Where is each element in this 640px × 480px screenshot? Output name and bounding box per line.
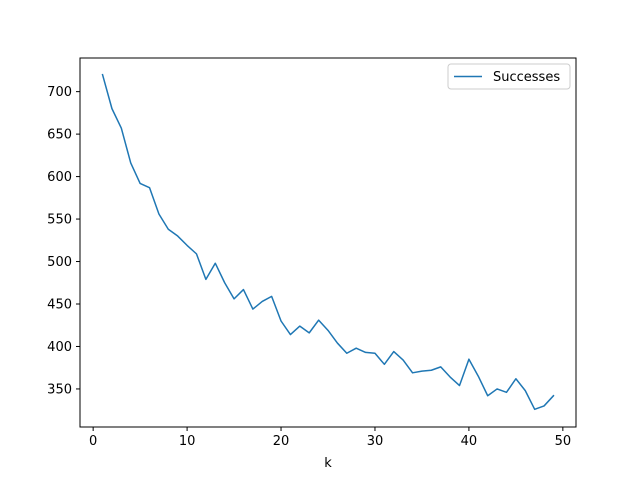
axes-frame — [79, 57, 577, 428]
x-axis-label: k — [324, 456, 332, 471]
legend-label: Successes — [493, 70, 560, 85]
x-tick-label: 30 — [367, 434, 384, 449]
y-tick-label: 550 — [47, 213, 72, 228]
legend: Successes — [447, 63, 571, 90]
y-tick-label: 350 — [47, 382, 72, 397]
x-tick-label: 20 — [273, 434, 290, 449]
x-tick-label: 10 — [179, 434, 196, 449]
y-tick-label: 650 — [47, 128, 72, 143]
y-tick-label: 500 — [47, 255, 72, 270]
x-tick-label: 40 — [461, 434, 478, 449]
y-tick-label: 700 — [47, 85, 72, 100]
series-line-0 — [101, 73, 555, 411]
legend-box — [447, 63, 571, 90]
y-tick-label: 450 — [47, 298, 72, 313]
y-tick-label: 400 — [47, 340, 72, 355]
x-axis-ticks: 0 10 20 30 40 50 — [89, 427, 571, 449]
plot-area — [101, 73, 555, 411]
x-tick-label: 50 — [555, 434, 572, 449]
y-tick-label: 600 — [47, 170, 72, 185]
x-tick-label: 0 — [89, 434, 97, 449]
y-axis-ticks: 350 400 450 500 550 600 650 700 — [47, 85, 80, 397]
